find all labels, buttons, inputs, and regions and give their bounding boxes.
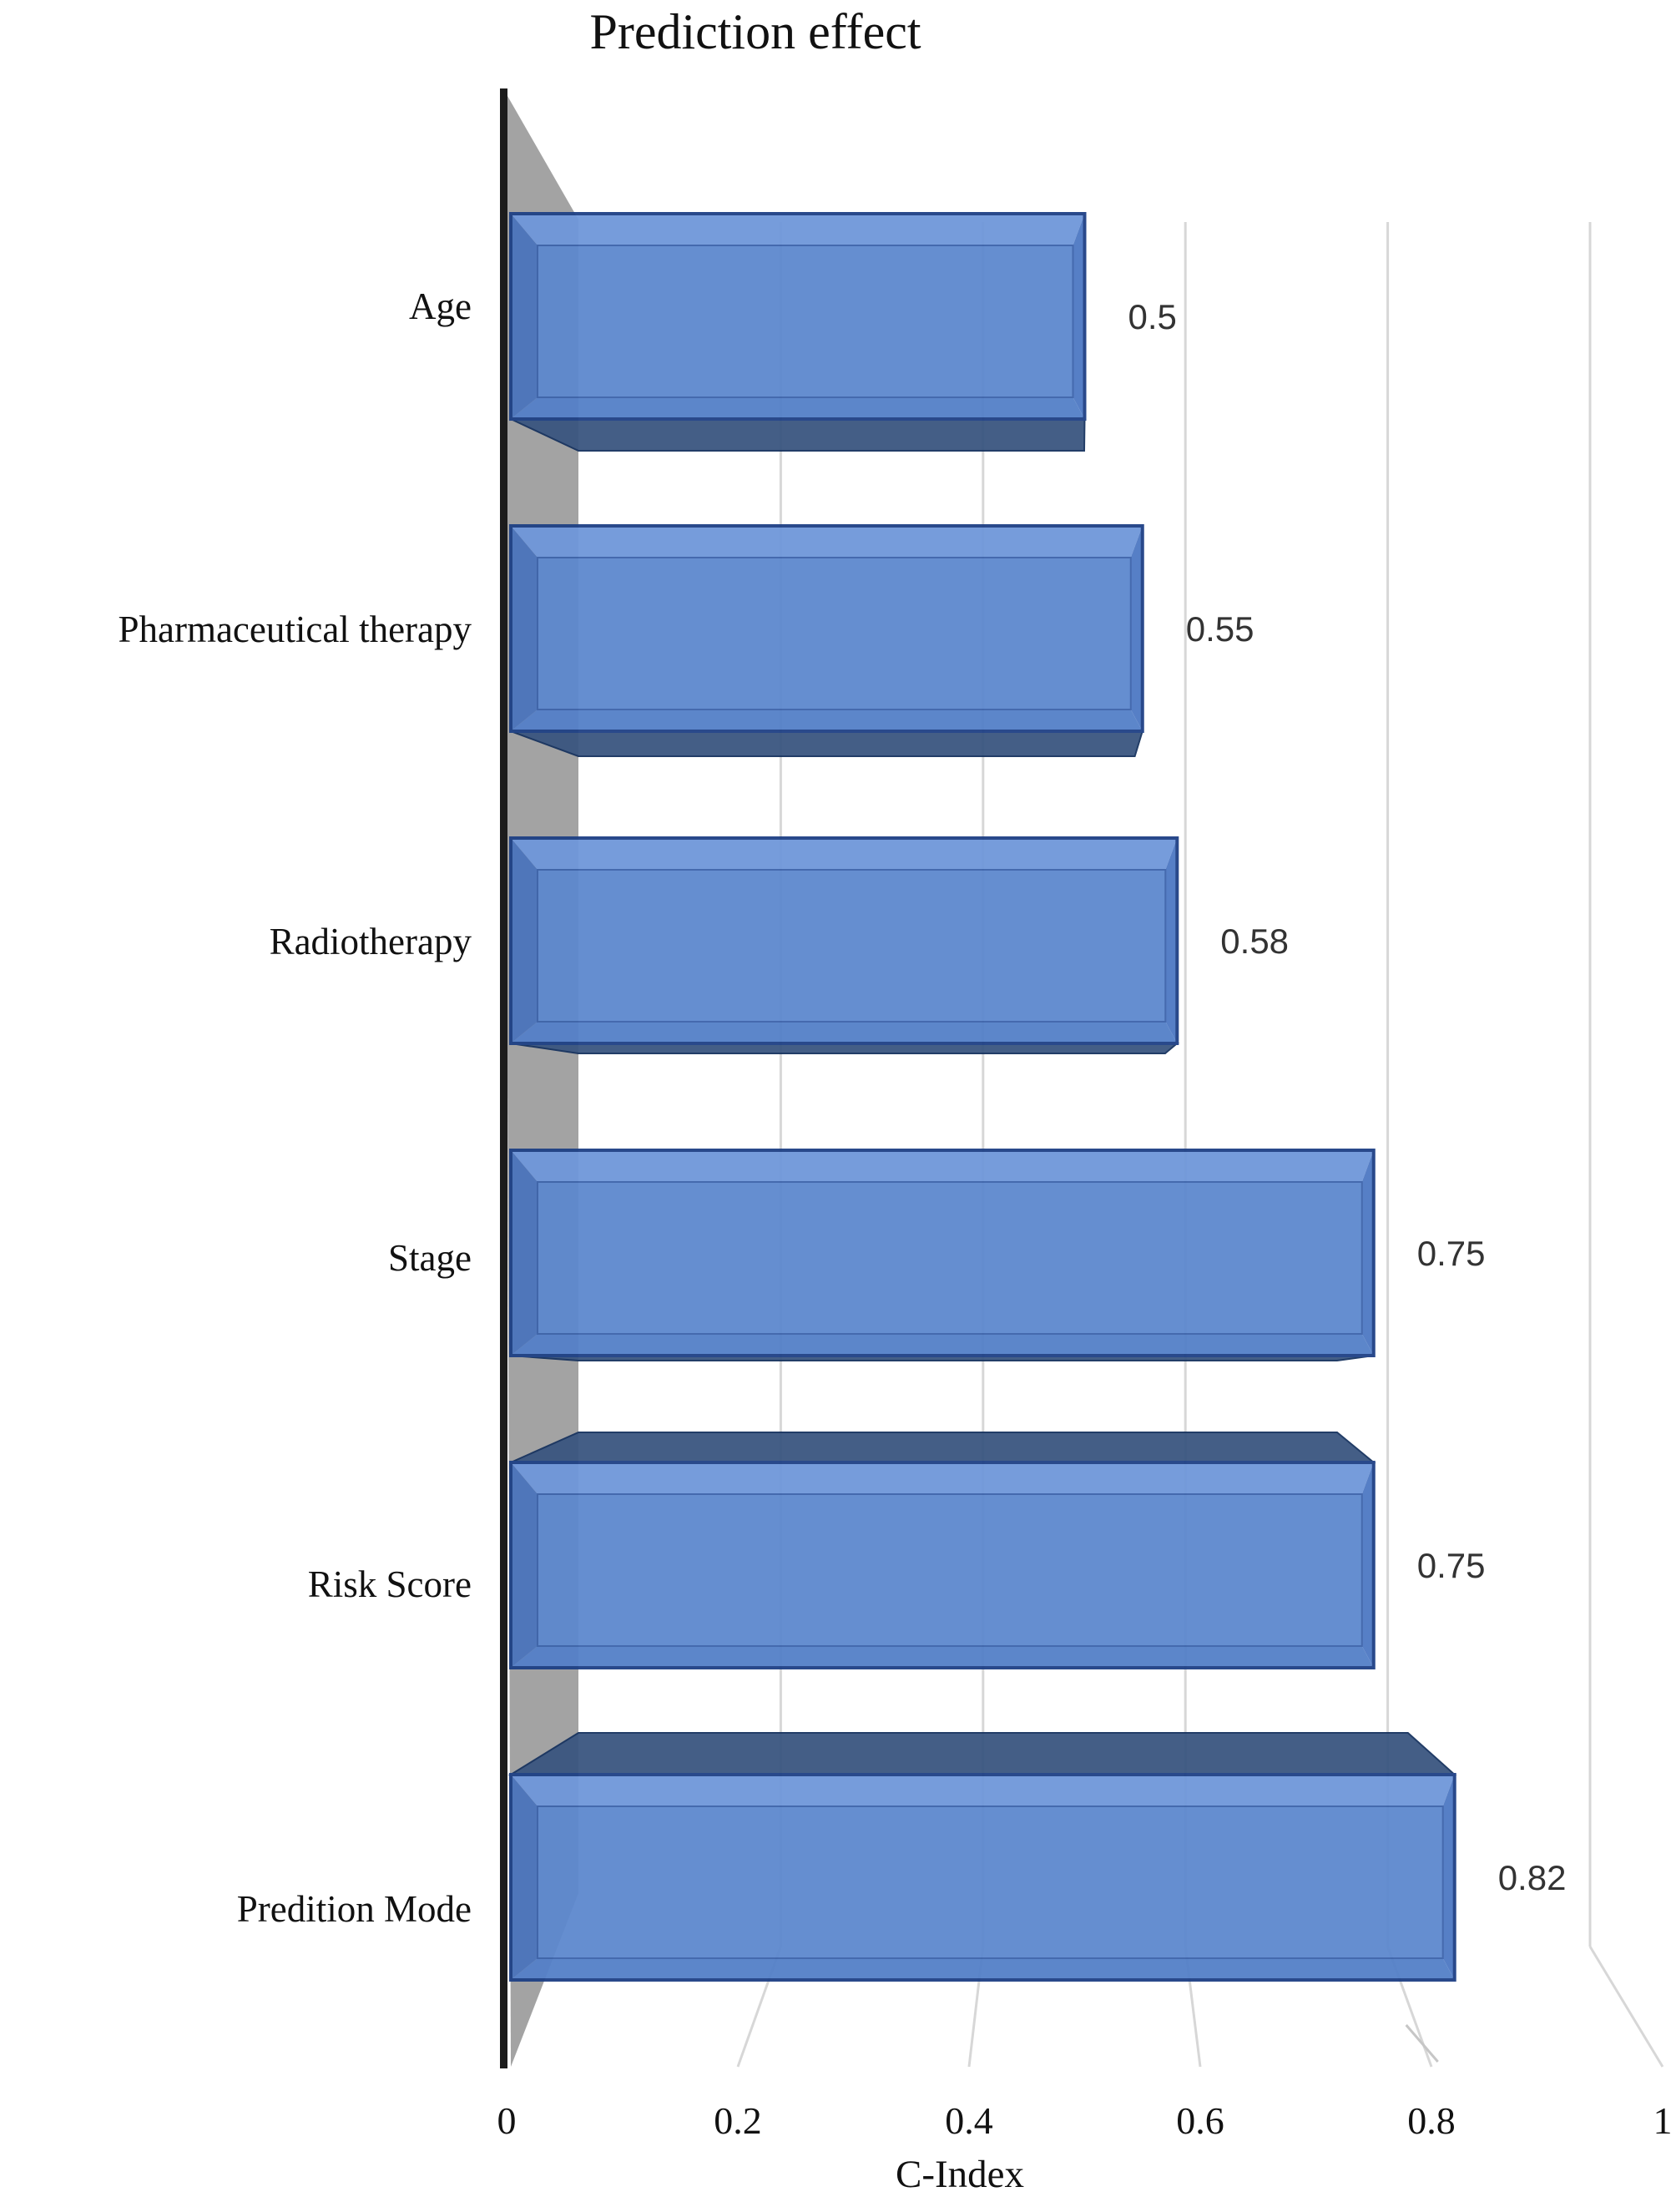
value-label: 0.58	[1220, 922, 1289, 961]
bar-bevel-bottom	[511, 397, 1085, 419]
value-label: 0.82	[1498, 1858, 1567, 1897]
bar	[509, 524, 1144, 757]
bar-shadow-line	[1405, 2024, 1439, 2063]
category-label: Risk Score	[308, 1563, 472, 1605]
x-tick-label: 1	[1653, 2099, 1673, 2142]
bar-bevel-left	[511, 1462, 538, 1668]
bar-face	[537, 1181, 1363, 1335]
category-label: Stage	[388, 1237, 472, 1279]
bar-bevel-right	[1361, 1462, 1374, 1668]
bar-bevel-bottom	[511, 1646, 1374, 1668]
category-label: Predition Mode	[237, 1888, 472, 1930]
category-label: Pharmaceutical therapy	[118, 609, 472, 650]
bar-depth-band	[510, 418, 1086, 452]
bar-depth-band	[510, 1432, 1376, 1463]
category-label: Radiotherapy	[270, 921, 472, 962]
bar	[509, 1149, 1376, 1361]
bar	[509, 1432, 1376, 1669]
bar	[509, 212, 1087, 452]
bar-bevel-top	[511, 1775, 1455, 1806]
x-tick-label: 0.8	[1407, 2099, 1456, 2142]
bar-depth-band	[507, 1732, 1457, 1775]
bar-bevel-right	[1073, 214, 1085, 419]
x-tick-label: 0	[497, 2099, 517, 2142]
bar-face	[537, 1493, 1363, 1647]
bar-bevel-top	[511, 1462, 1374, 1494]
bar	[507, 1732, 1457, 1982]
bar-bevel-top	[511, 526, 1143, 558]
bar-outline	[509, 212, 1087, 421]
bar-outline	[509, 1149, 1376, 1357]
bar-bevel-left	[511, 526, 538, 731]
bar-face	[537, 869, 1167, 1023]
bar-bevel-right	[1361, 1150, 1374, 1356]
bar-bevel-left	[511, 1150, 538, 1356]
bar-bevel-left	[511, 1775, 538, 1980]
bar-bevel-bottom	[511, 710, 1143, 731]
bar-bevel-right	[1442, 1775, 1455, 1980]
bar-bevel-bottom	[511, 1022, 1178, 1043]
bar-bevel-bottom	[511, 1958, 1455, 1980]
bar-bevel-left	[511, 838, 538, 1043]
value-label: 0.75	[1417, 1546, 1486, 1585]
gridline-floor	[1588, 1946, 1664, 2068]
chart-title: Prediction effect	[589, 4, 921, 59]
bar-outline	[509, 1773, 1456, 1982]
bar-face	[537, 1805, 1444, 1959]
bar	[509, 836, 1180, 1054]
value-label: 0.55	[1186, 609, 1254, 649]
y-axis-line	[500, 88, 507, 2068]
bar-bevel-top	[511, 214, 1085, 245]
bar-bevel-top	[511, 838, 1178, 870]
bar-outline	[509, 836, 1179, 1045]
bar-bevel-right	[1165, 838, 1178, 1043]
value-label: 0.5	[1128, 297, 1177, 336]
bar-bevel-right	[1130, 526, 1143, 731]
bar-bevel-bottom	[511, 1334, 1374, 1356]
bar-outline	[509, 524, 1144, 733]
bar-face	[537, 245, 1074, 398]
bar-bevel-top	[511, 1150, 1374, 1182]
category-label: Age	[409, 285, 472, 327]
x-axis-label: C-Index	[895, 2153, 1025, 2196]
bar-face	[537, 557, 1132, 710]
x-tick-label: 0.2	[714, 2099, 762, 2142]
bar-depth-band	[510, 730, 1144, 757]
bar-outline	[509, 1461, 1376, 1669]
bar-bevel-left	[511, 214, 538, 419]
x-tick-label: 0.4	[945, 2099, 993, 2142]
x-tick-label: 0.6	[1176, 2099, 1224, 2142]
value-label: 0.75	[1417, 1234, 1486, 1273]
